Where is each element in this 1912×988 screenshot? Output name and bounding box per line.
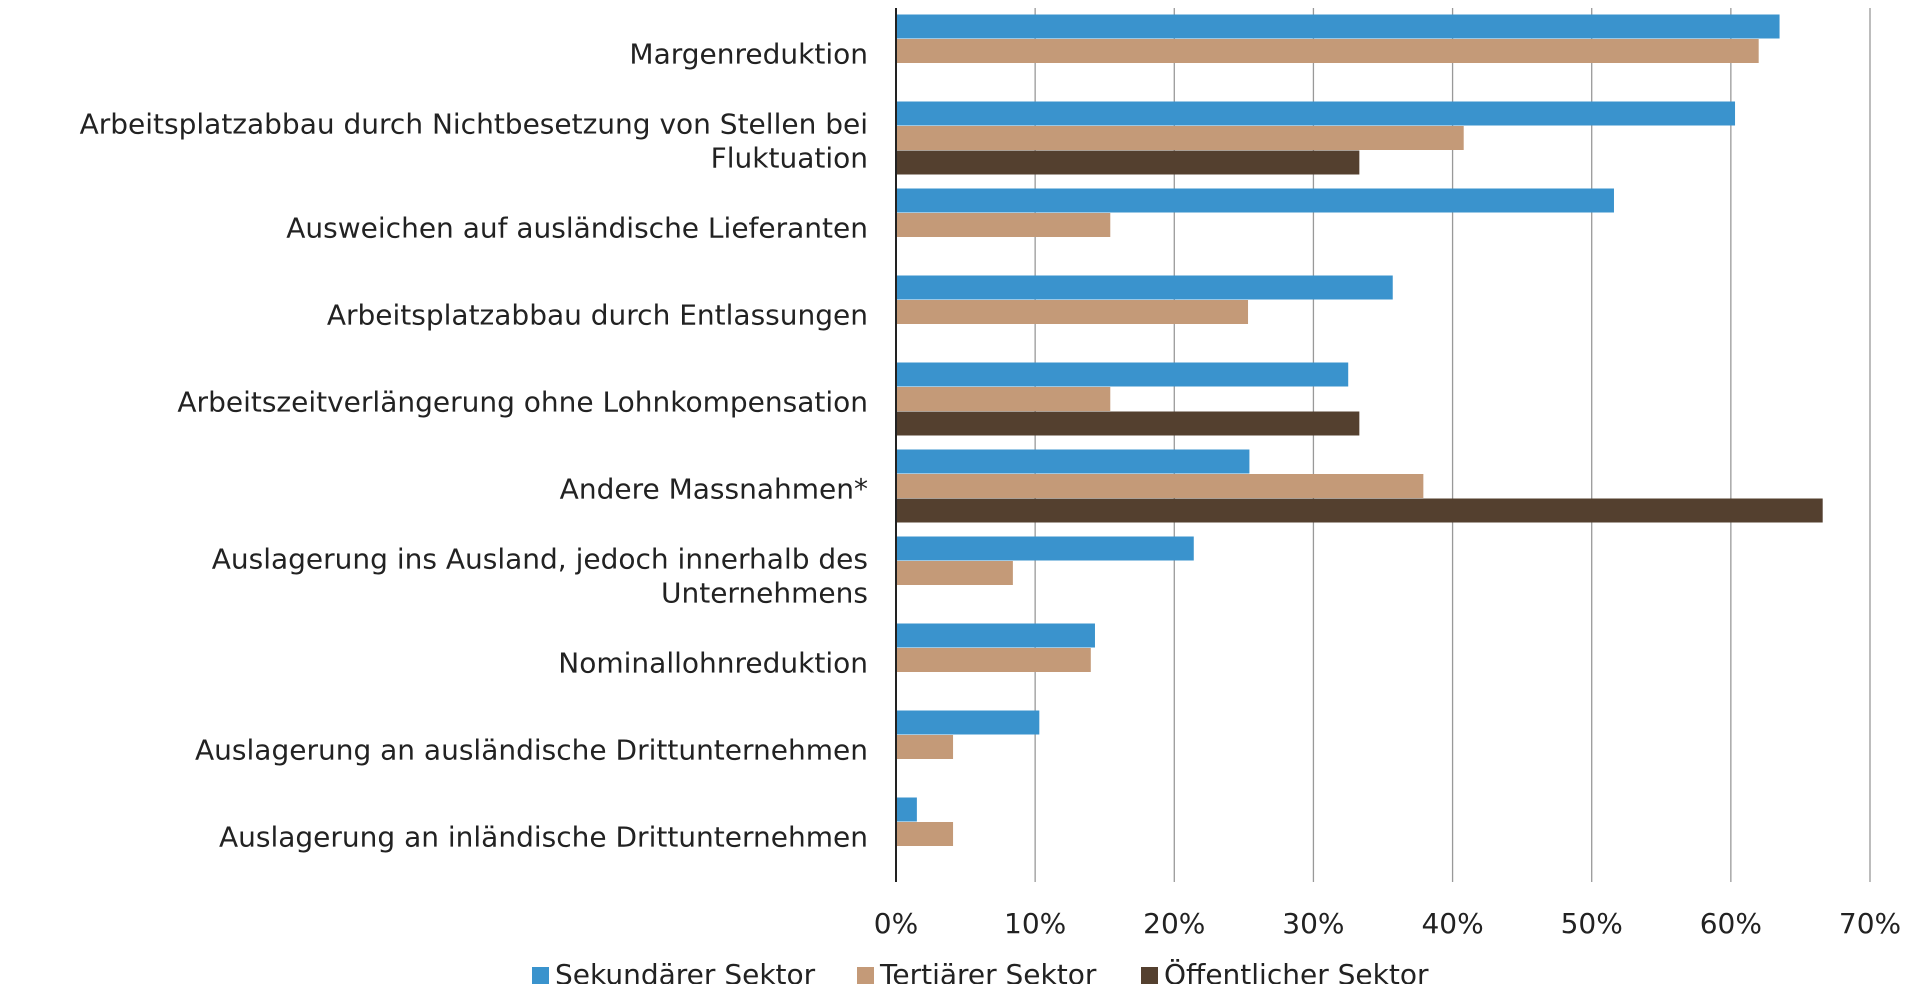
- y-tick-label: Auslagerung an ausländische Drittunterne…: [195, 734, 868, 767]
- y-tick-label: Arbeitszeitverlängerung ohne Lohnkompens…: [177, 386, 868, 419]
- bar: [896, 498, 1823, 523]
- bar: [896, 275, 1393, 300]
- bar: [896, 14, 1780, 39]
- y-tick-label: Arbeitsplatzabbau durch Nichtbesetzung v…: [80, 108, 868, 175]
- bar: [896, 822, 954, 846]
- y-tick-label: Auslagerung an inländische Drittunterneh…: [219, 821, 868, 854]
- bar: [896, 474, 1424, 498]
- bar: [896, 411, 1360, 436]
- legend-swatch: [857, 967, 874, 984]
- bar: [896, 449, 1250, 474]
- bar: [896, 101, 1736, 126]
- bar: [896, 39, 1759, 63]
- legend-swatch: [1141, 967, 1158, 984]
- bar: [896, 188, 1614, 213]
- y-tick-label: Arbeitsplatzabbau durch Entlassungen: [327, 299, 868, 332]
- bar: [896, 735, 954, 759]
- x-tick-label: 30%: [1282, 907, 1344, 940]
- bar: [896, 536, 1194, 561]
- y-tick-label: Ausweichen auf ausländische Lieferanten: [286, 212, 868, 245]
- bar: [896, 213, 1111, 237]
- x-tick-label: 40%: [1421, 907, 1483, 940]
- x-tick-label: 20%: [1143, 907, 1205, 940]
- legend-label: Tertiärer Sektor: [879, 958, 1097, 984]
- bar: [896, 126, 1464, 150]
- bar: [896, 797, 917, 822]
- x-tick-label: 10%: [1004, 907, 1066, 940]
- bar: [896, 300, 1249, 324]
- y-tick-label: Andere Massnahmen*: [560, 473, 868, 506]
- x-tick-label: 50%: [1561, 907, 1623, 940]
- bar: [896, 561, 1013, 585]
- bar: [896, 387, 1111, 411]
- bar: [896, 150, 1360, 175]
- legend-swatch: [532, 967, 549, 984]
- x-tick-label: 60%: [1700, 907, 1762, 940]
- x-tick-label: 0%: [874, 907, 918, 940]
- bar: [896, 362, 1349, 387]
- bar: [896, 623, 1095, 648]
- legend-label: Sekundärer Sektor: [555, 958, 816, 984]
- y-tick-label: Nominallohnreduktion: [558, 647, 868, 680]
- x-tick-label: 70%: [1839, 907, 1901, 940]
- bar: [896, 648, 1091, 672]
- bar: [896, 710, 1040, 735]
- y-tick-label: Margenreduktion: [629, 38, 868, 71]
- y-tick-label: Auslagerung ins Ausland, jedoch innerhal…: [212, 543, 868, 610]
- legend-label: Öffentlicher Sektor: [1164, 957, 1429, 984]
